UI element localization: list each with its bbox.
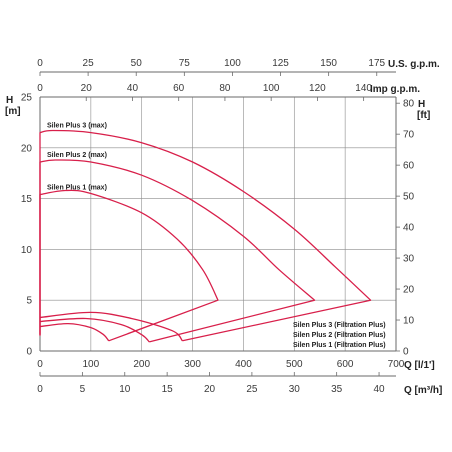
left-axis-title: H [6, 95, 13, 106]
right-axis-title: H [418, 99, 425, 110]
x-tick-label-usgpm: 150 [320, 58, 337, 69]
x-tick-label-usgpm: 100 [224, 58, 241, 69]
x-tick-label-lmin: 700 [388, 359, 405, 370]
y-tick-label-ft: 20 [403, 285, 415, 296]
x-tick-label-lmin: 0 [37, 359, 43, 370]
curve-filtration-2 [39, 317, 150, 343]
x-tick-label-m3h: 10 [119, 384, 131, 395]
x-tick-label-m3h: 15 [162, 384, 174, 395]
x-tick-label-m3h: 25 [246, 384, 258, 395]
bottom-axis-unit: Q [l/1'] [404, 360, 435, 371]
y-tick-label-ft: 40 [403, 223, 415, 234]
y-tick-label-ft: 70 [403, 130, 415, 141]
x-tick-label-m3h: 5 [80, 384, 86, 395]
curve-max-1 [39, 129, 372, 342]
x-tick-label-impgpm: 80 [219, 83, 231, 94]
y-tick-label-ft: 50 [403, 192, 415, 203]
curve-filtration-1 [39, 311, 183, 342]
curve-label-filtration: Silen Plus 3 (Filtration Plus) [293, 322, 386, 329]
y-tick-label-ft: 60 [403, 161, 415, 172]
curve-filtration-3 [39, 322, 110, 342]
curve-label-filtration: Silen Plus 2 (Filtration Plus) [293, 332, 386, 339]
y-tick-label-m: 0 [26, 347, 32, 358]
curve-label-max: Silen Plus 1 (max) [47, 185, 107, 192]
x-tick-label-m3h: 40 [373, 384, 385, 395]
curve-label-max: Silen Plus 3 (max) [47, 123, 107, 130]
top-axis-unit: U.S. g.p.m. [388, 59, 440, 70]
x-tick-label-impgpm: 140 [355, 83, 372, 94]
curve-layer [39, 129, 372, 343]
x-tick-label-impgpm: 60 [173, 83, 185, 94]
x-tick-label-impgpm: 40 [127, 83, 139, 94]
bottom2-axis-unit: Q [m³/h] [404, 385, 442, 396]
y-tick-label-ft: 10 [403, 316, 415, 327]
label-layer: 0 100 200 300 400 500 600 700051015202501020304… [5, 58, 442, 396]
axis-layer [39, 71, 400, 377]
x-tick-label-impgpm: 0 [37, 83, 43, 94]
x-tick-label-usgpm: 25 [83, 58, 95, 69]
x-tick-label-lmin: 500 [286, 359, 303, 370]
y-tick-label-m: 20 [21, 143, 33, 154]
y-tick-label-m: 5 [26, 296, 32, 307]
curve-max-2 [39, 159, 316, 343]
x-tick-label-lmin: 200 [133, 359, 150, 370]
x-tick-label-usgpm: 75 [179, 58, 191, 69]
x-tick-label-impgpm: 20 [81, 83, 93, 94]
x-tick-label-usgpm: 50 [131, 58, 143, 69]
x-tick-label-lmin: 300 [184, 359, 201, 370]
x-tick-label-m3h: 30 [289, 384, 301, 395]
x-tick-label-m3h: 20 [204, 384, 216, 395]
x-tick-label-impgpm: 100 [263, 83, 280, 94]
y-tick-label-ft: 0 [403, 347, 409, 358]
x-tick-label-m3h: 0 [37, 384, 43, 395]
curve-label-max: Silen Plus 2 (max) [47, 152, 107, 159]
y-tick-label-m: 15 [21, 194, 33, 205]
x-tick-label-usgpm: 125 [272, 58, 289, 69]
x-tick-label-lmin: 400 [235, 359, 252, 370]
x-tick-label-impgpm: 120 [309, 83, 326, 94]
x-tick-label-lmin: 600 [337, 359, 354, 370]
right-axis-unit: [ft] [417, 110, 430, 121]
x-tick-label-usgpm: 175 [368, 58, 385, 69]
x-tick-label-lmin: 100 [83, 359, 100, 370]
y-tick-label-ft: 80 [403, 99, 415, 110]
y-tick-label-ft: 30 [403, 254, 415, 265]
x-tick-label-m3h: 35 [331, 384, 343, 395]
top2-axis-unit: Imp g.p.m. [370, 84, 420, 95]
x-tick-label-usgpm: 0 [37, 58, 43, 69]
curve-max-3 [39, 189, 219, 342]
curve-label-filtration: Silen Plus 1 (Filtration Plus) [293, 342, 386, 349]
y-tick-label-m: 25 [21, 93, 33, 104]
left-axis-unit: [m] [5, 106, 21, 117]
y-tick-label-m: 10 [21, 245, 33, 256]
